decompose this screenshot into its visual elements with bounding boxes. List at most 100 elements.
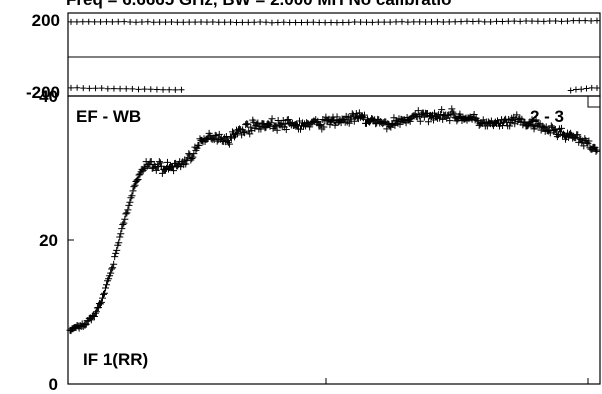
phase-point (570, 17, 577, 24)
phase-point (316, 19, 323, 26)
amplitude-point (111, 253, 119, 261)
phase-point (274, 19, 281, 26)
amplitude-point (456, 110, 464, 118)
amplitude-point (189, 153, 197, 161)
amplitude-point (212, 132, 220, 140)
amplitude-point (126, 198, 134, 206)
amplitude-point (125, 201, 133, 209)
phase-point (588, 84, 595, 91)
amplitude-point (236, 125, 244, 133)
phase-point (493, 18, 500, 25)
amplitude-point (131, 181, 139, 189)
phase-point (263, 19, 270, 26)
amplitude-point (292, 121, 300, 129)
amplitude-point (101, 289, 109, 297)
amplitude-point (195, 141, 203, 149)
phase-point (209, 19, 216, 26)
amplitude-point (532, 116, 540, 124)
phase-point (534, 18, 541, 25)
amplitude-point (133, 176, 141, 184)
amplitude-point (320, 123, 328, 131)
phase-point (73, 18, 80, 25)
phase-point (133, 19, 140, 26)
amplitude-point (352, 110, 360, 118)
amplitude-point (437, 111, 445, 119)
phase-point (546, 17, 553, 24)
phase-tick-label: 200 (32, 11, 60, 30)
amplitude-point (542, 123, 550, 131)
phase-point (582, 17, 589, 24)
phase-point (416, 18, 423, 25)
phase-point (458, 18, 465, 25)
phase-point (298, 19, 305, 26)
amplitude-point (241, 129, 249, 137)
amplitude-point (345, 119, 353, 127)
amplitude-point (585, 137, 593, 145)
amplitude-point (110, 260, 118, 268)
amplitude-point (124, 206, 132, 214)
phase-point (351, 19, 358, 26)
phase-point (280, 19, 287, 26)
phase-point (174, 19, 181, 26)
amplitude-point (97, 298, 105, 306)
phase-point (322, 19, 329, 26)
amplitude-point (140, 163, 148, 171)
phase-point (192, 19, 199, 26)
amplitude-point (127, 194, 135, 202)
phase-point (245, 19, 252, 26)
amplitude-point (158, 169, 166, 177)
corner-marker (587, 95, 601, 108)
amplitude-point (244, 120, 252, 128)
amplitude-point (360, 111, 368, 119)
phase-point (558, 18, 565, 25)
amplitude-point (240, 128, 248, 136)
phase-point (576, 17, 583, 24)
amplitude-point (102, 284, 110, 292)
amplitude-point (281, 120, 289, 128)
amplitude-point (156, 159, 164, 167)
phase-point (286, 19, 293, 26)
amplitude-point (333, 113, 341, 121)
phase-panel-frame (67, 12, 601, 97)
phase-point (428, 18, 435, 25)
amplitude-point (331, 121, 339, 129)
amplitude-point (574, 131, 582, 139)
phase-point (138, 18, 145, 25)
amplitude-point (117, 230, 125, 238)
amplitude-point (163, 158, 171, 166)
phase-point (239, 19, 246, 26)
phase-point (410, 18, 417, 25)
phase-point (452, 18, 459, 25)
amplitude-point (551, 125, 559, 133)
amplitude-tick-label: 20 (39, 231, 58, 250)
phase-point (227, 19, 234, 26)
phase-point (268, 19, 275, 26)
phase-point (203, 19, 210, 26)
phase-point (168, 18, 175, 25)
amplitude-point (234, 129, 242, 137)
phase-point (121, 18, 128, 25)
amplitude-point (547, 122, 555, 130)
amplitude-point (448, 105, 456, 113)
amplitude-point (272, 122, 280, 130)
phase-point (393, 18, 400, 25)
amplitude-point (182, 160, 190, 168)
phase-point (144, 18, 151, 25)
phase-point (333, 19, 340, 26)
amplitude-point (128, 192, 136, 200)
phase-point (339, 19, 346, 26)
phase-point (135, 86, 142, 93)
phase-point (160, 86, 167, 93)
phase-point (481, 18, 488, 25)
phase-point (233, 19, 240, 26)
amplitude-point (593, 146, 601, 154)
amplitude-point (123, 209, 131, 217)
amplitude-point (134, 176, 142, 184)
phase-point (540, 18, 547, 25)
phase-point (404, 19, 411, 26)
phase-point (328, 19, 335, 26)
phase-point (292, 19, 299, 26)
amplitude-point (592, 147, 600, 155)
amplitude-point (118, 225, 126, 233)
amplitude-point (148, 164, 156, 172)
